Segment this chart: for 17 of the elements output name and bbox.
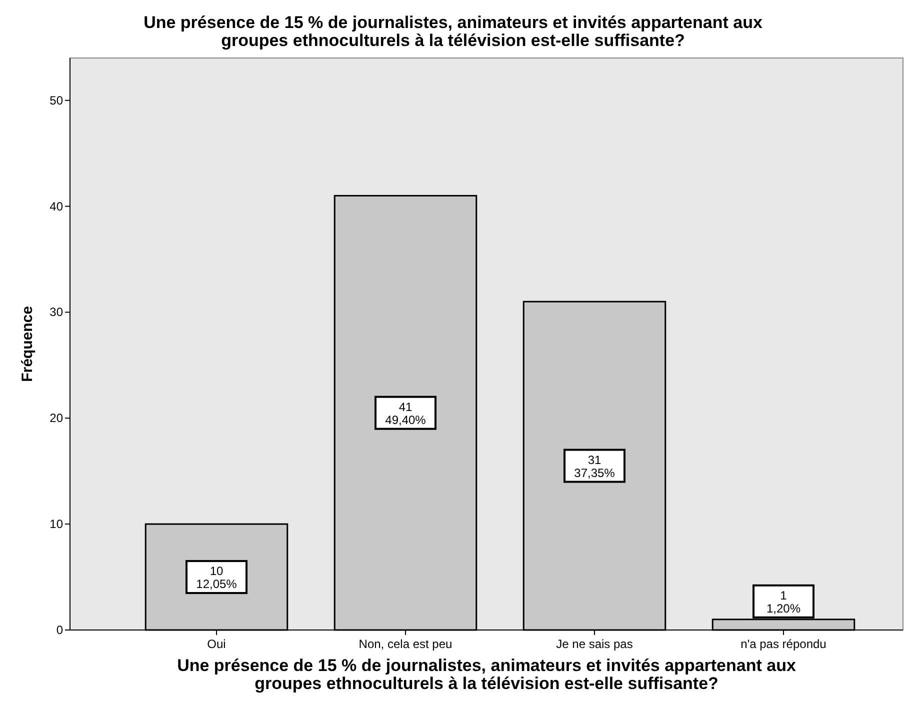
- chart-title: Une présence de 15 % de journalistes, animateurs et invités appartenant aux groupes ethnoculturels à la télévision est-elle suffisante?: [144, 13, 763, 50]
- x-tick-label: Non, cela est peu: [358, 637, 452, 651]
- x-tick-label: Oui: [207, 637, 226, 651]
- y-tick-label: 50: [50, 93, 64, 108]
- data-label: 1 1,20%: [766, 588, 801, 616]
- data-label: 10 12,05%: [196, 564, 238, 592]
- y-tick-label: 0: [56, 623, 64, 637]
- data-label: 41 49,40%: [385, 400, 426, 427]
- y-axis-title: Fréquence: [19, 306, 36, 382]
- x-tick-label: Je ne sais pas: [556, 637, 633, 651]
- y-tick-label: 40: [50, 199, 64, 214]
- y-tick-label: 20: [50, 411, 64, 426]
- y-tick-label: 30: [50, 305, 64, 320]
- data-label: 31 37,35%: [574, 452, 616, 480]
- x-tick-label: n'a pas répondu: [740, 637, 826, 651]
- x-axis-title: Une présence de 15 % de journalistes, animateurs et invités appartenant aux groupes ethnoculturels à la télévision est-elle suffisante?: [177, 656, 796, 693]
- y-tick-label: 10: [50, 517, 64, 532]
